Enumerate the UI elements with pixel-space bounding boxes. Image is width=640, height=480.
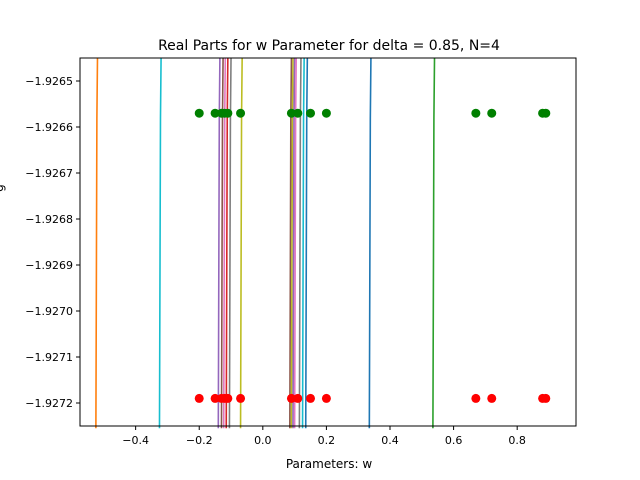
upper-point-10 bbox=[321, 108, 331, 118]
y-tick-label: −1.9270 bbox=[25, 305, 73, 318]
upper-point-5 bbox=[223, 108, 233, 118]
upper-point-14 bbox=[541, 108, 551, 118]
upper-point-11 bbox=[471, 108, 481, 118]
series-line-2 bbox=[158, 57, 162, 429]
x-axis-label: Parameters: w bbox=[286, 457, 373, 471]
series-line-1 bbox=[95, 57, 99, 429]
y-tick-label: −1.9266 bbox=[25, 121, 73, 134]
lower-point-1 bbox=[194, 393, 204, 403]
series-line-17 bbox=[432, 57, 436, 429]
y-axis-ticks: −1.9265 −1.9266 −1.9267 −1.9268 −1.9269 −1.92… bbox=[25, 75, 80, 410]
series-line-15 bbox=[304, 57, 309, 429]
upper-point-8 bbox=[293, 108, 303, 118]
y-tick-label: −1.9265 bbox=[25, 75, 73, 88]
y-tick-label: −1.9271 bbox=[25, 351, 73, 364]
series-line-16 bbox=[368, 57, 372, 429]
upper-point-6 bbox=[236, 108, 246, 118]
x-axis-ticks: −0.4 −0.2 0.0 0.2 0.4 0.6 0.8 bbox=[122, 426, 526, 447]
lower-point-5 bbox=[223, 393, 233, 403]
x-tick-label: −0.4 bbox=[122, 434, 149, 447]
series-line-14 bbox=[301, 57, 305, 429]
upper-point-12 bbox=[487, 108, 497, 118]
y-axis-label: g bbox=[0, 184, 6, 192]
lower-point-12 bbox=[487, 393, 497, 403]
x-tick-label: 0.6 bbox=[445, 434, 463, 447]
plot-area bbox=[95, 57, 551, 429]
lower-point-9 bbox=[306, 393, 316, 403]
lower-point-11 bbox=[471, 393, 481, 403]
lower-point-14 bbox=[541, 393, 551, 403]
lower-point-6 bbox=[236, 393, 246, 403]
x-tick-label: −0.2 bbox=[186, 434, 213, 447]
chart-title: Real Parts for w Parameter for delta = 0… bbox=[158, 38, 500, 54]
x-tick-label: 0.0 bbox=[254, 434, 272, 447]
upper-point-7 bbox=[286, 108, 296, 118]
lower-point-8 bbox=[293, 393, 303, 403]
lower-point-10 bbox=[321, 393, 331, 403]
y-tick-label: −1.9268 bbox=[25, 213, 73, 226]
axes-frame bbox=[79, 57, 577, 427]
upper-point-1 bbox=[194, 108, 204, 118]
y-tick-label: −1.9272 bbox=[25, 397, 73, 410]
upper-point-2 bbox=[210, 108, 220, 118]
y-tick-label: −1.9267 bbox=[25, 167, 73, 180]
x-tick-label: 0.8 bbox=[508, 434, 526, 447]
upper-point-9 bbox=[306, 108, 316, 118]
x-tick-label: 0.4 bbox=[381, 434, 399, 447]
lower-point-2 bbox=[210, 393, 220, 403]
y-tick-label: −1.9269 bbox=[25, 259, 73, 272]
lower-point-7 bbox=[286, 393, 296, 403]
x-tick-label: 0.2 bbox=[318, 434, 336, 447]
